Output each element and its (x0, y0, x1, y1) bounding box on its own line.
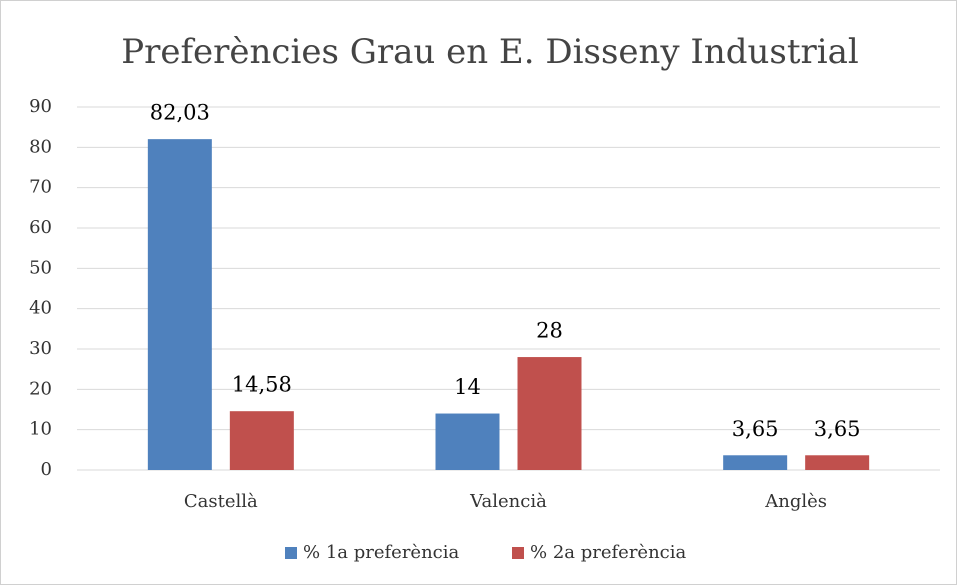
y-tick-label: 60 (29, 217, 52, 238)
value-label: 3,65 (814, 417, 861, 441)
value-label: 14,58 (232, 373, 292, 397)
y-tick-label: 50 (29, 257, 52, 278)
y-tick-label: 90 (29, 96, 52, 117)
bar (435, 413, 500, 470)
x-tick-label: Valencià (469, 491, 547, 512)
chart-title: Preferències Grau en E. Disseny Industri… (121, 32, 859, 72)
x-tick-label: Anglès (764, 491, 827, 512)
bar (229, 411, 294, 470)
legend-label: % 1a preferència (303, 542, 460, 563)
legend-swatch (512, 547, 524, 559)
legend-swatch (285, 547, 297, 559)
bar (147, 139, 212, 470)
y-tick-label: 40 (29, 298, 52, 319)
y-tick-label: 10 (29, 419, 52, 440)
y-tick-label: 30 (29, 338, 52, 359)
y-tick-label: 80 (29, 136, 52, 157)
y-tick-label: 20 (29, 378, 52, 399)
y-tick-label: 0 (41, 459, 52, 480)
value-label: 3,65 (732, 417, 779, 441)
bar (805, 455, 870, 470)
value-label: 82,03 (150, 101, 210, 125)
value-label: 28 (536, 319, 563, 343)
x-tick-label: Castellà (184, 491, 258, 512)
y-tick-label: 70 (29, 177, 52, 198)
value-label: 14 (454, 375, 481, 399)
bar (723, 455, 788, 470)
legend-label: % 2a preferència (530, 542, 687, 563)
bar (517, 357, 582, 470)
